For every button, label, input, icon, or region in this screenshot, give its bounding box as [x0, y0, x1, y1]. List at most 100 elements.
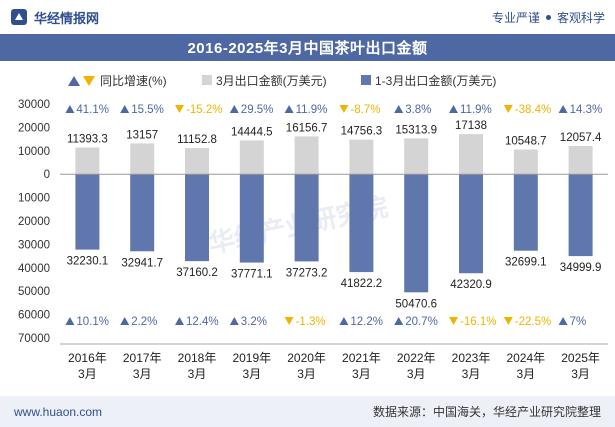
- yoy-up-icon: [449, 105, 458, 113]
- yoy-label-monthly: -8.7%: [350, 104, 380, 116]
- bar-cumulative: [75, 174, 100, 250]
- yoy-label-monthly: 14.3%: [570, 104, 603, 116]
- y-tick-label: 0: [44, 169, 50, 181]
- bar-monthly: [75, 147, 100, 175]
- data-label-monthly: 11393.3: [67, 134, 108, 146]
- bar-cumulative: [294, 174, 319, 262]
- yoy-down-icon: [339, 105, 349, 113]
- x-tick-label-month: 3月: [571, 367, 590, 381]
- bar-cumulative: [185, 174, 209, 262]
- yoy-label-monthly: -15.2%: [186, 104, 222, 116]
- yoy-down-icon: [449, 317, 458, 325]
- data-label-monthly: 10548.7: [505, 136, 547, 148]
- x-tick-label-year: 2022年: [397, 351, 436, 365]
- data-label-cumulative: 42320.9: [450, 279, 492, 291]
- brand[interactable]: 华经情报网: [10, 8, 99, 27]
- x-tick-label-month: 3月: [462, 367, 481, 381]
- bar-cumulative: [239, 174, 264, 263]
- yoy-up-icon: [284, 105, 294, 113]
- x-tick-label-month: 3月: [516, 367, 535, 381]
- yoy-down-icon: [503, 105, 513, 113]
- yoy-down-icon: [175, 105, 184, 113]
- bar-cumulative: [404, 174, 429, 293]
- yoy-label-cumulative: 10.1%: [76, 316, 109, 328]
- y-tick-label: 10000: [18, 146, 50, 158]
- legend-label-monthly: 3月出口金额(万美元): [216, 73, 327, 88]
- data-label-cumulative: 41822.2: [341, 278, 383, 290]
- y-tick-label: 10000: [18, 193, 50, 205]
- bar-cumulative: [459, 174, 483, 274]
- data-label-cumulative: 50470.6: [395, 298, 437, 310]
- data-label-monthly: 14444.5: [231, 126, 273, 138]
- data-label-cumulative: 32699.1: [505, 257, 547, 269]
- x-tick-label-year: 2025年: [561, 351, 600, 365]
- yoy-label-monthly: 29.5%: [241, 104, 274, 116]
- yoy-up-icon: [394, 317, 404, 325]
- yoy-label-monthly: 11.9%: [296, 104, 328, 116]
- x-tick-label-month: 3月: [188, 367, 207, 381]
- x-tick-label-month: 3月: [297, 367, 316, 381]
- x-tick-label-year: 2019年: [232, 351, 271, 365]
- yoy-label-monthly: -38.4%: [515, 104, 551, 116]
- x-tick-label-month: 3月: [133, 367, 152, 381]
- x-tick-label-month: 3月: [407, 367, 426, 381]
- data-label-monthly: 13157: [126, 129, 158, 141]
- bar-monthly: [568, 145, 593, 175]
- legend-swatch-cumulative: [361, 75, 371, 85]
- x-tick-label-year: 2020年: [287, 351, 326, 365]
- bar-monthly: [294, 136, 319, 175]
- huajing-logo-icon: [11, 9, 27, 25]
- yoy-down-icon: [503, 317, 513, 325]
- yoy-label-cumulative: -16.1%: [460, 316, 496, 328]
- bar-monthly: [349, 139, 374, 175]
- yoy-up-icon: [229, 105, 239, 113]
- chart-title-bar: 2016-2025年3月中国茶叶出口金额: [0, 34, 615, 61]
- yoy-label-monthly: 15.5%: [131, 104, 164, 116]
- data-label-cumulative: 32941.7: [121, 257, 163, 269]
- yoy-up-icon: [65, 105, 75, 113]
- yoy-up-icon: [229, 317, 239, 325]
- yoy-up-icon: [558, 317, 568, 325]
- x-tick-label-year: 2017年: [123, 351, 162, 365]
- data-label-cumulative: 37771.1: [231, 269, 273, 281]
- x-tick-label-month: 3月: [78, 367, 97, 381]
- y-tick-label: 40000: [18, 263, 50, 275]
- yoy-up-icon: [120, 317, 130, 325]
- tagline: 专业严谨 客观科学: [492, 9, 605, 26]
- y-tick-label: 50000: [18, 286, 50, 298]
- legend-swatch-monthly: [202, 75, 212, 85]
- chart-title: 2016-2025年3月中国茶叶出口金额: [187, 40, 428, 57]
- y-tick-label: 30000: [18, 99, 50, 111]
- brand-name: 华经情报网: [34, 10, 100, 26]
- bar-cumulative: [130, 174, 155, 252]
- yoy-up-icon: [558, 105, 568, 113]
- yoy-label-cumulative: 2.2%: [131, 316, 157, 328]
- yoy-up-icon: [339, 317, 349, 325]
- yoy-down-icon: [284, 317, 294, 325]
- x-tick-label-month: 3月: [352, 367, 371, 381]
- tagline-2: 客观科学: [556, 10, 605, 25]
- bar-monthly: [459, 134, 483, 175]
- legend-label-cumulative: 1-3月出口金额(万美元): [375, 73, 496, 88]
- y-tick-label: 70000: [18, 333, 50, 345]
- footer: www.huaon.com 数据来源：中国海关，华经产业研究院整理: [0, 396, 615, 427]
- legend-yoy-down-icon: [83, 76, 95, 86]
- bar-monthly: [239, 140, 264, 175]
- top-bar: 华经情报网 专业严谨 客观科学: [0, 0, 615, 34]
- yoy-label-cumulative: 20.7%: [405, 316, 438, 328]
- yoy-up-icon: [394, 105, 404, 113]
- x-tick-label-year: 2023年: [452, 351, 491, 365]
- yoy-label-cumulative: 12.2%: [350, 316, 383, 328]
- data-label-monthly: 16156.7: [286, 122, 328, 134]
- y-tick-label: 60000: [18, 310, 50, 322]
- bar-monthly: [513, 149, 538, 175]
- bar-cumulative: [513, 174, 538, 251]
- data-label-cumulative: 34999.9: [560, 262, 602, 274]
- y-tick-label: 20000: [18, 122, 50, 134]
- yoy-up-icon: [65, 317, 75, 325]
- site-url[interactable]: www.huaon.com: [14, 404, 103, 419]
- yoy-label-monthly: 11.9%: [460, 104, 492, 116]
- y-tick-label: 20000: [18, 216, 50, 228]
- yoy-label-monthly: 3.8%: [405, 104, 431, 116]
- x-tick-label-month: 3月: [242, 367, 261, 381]
